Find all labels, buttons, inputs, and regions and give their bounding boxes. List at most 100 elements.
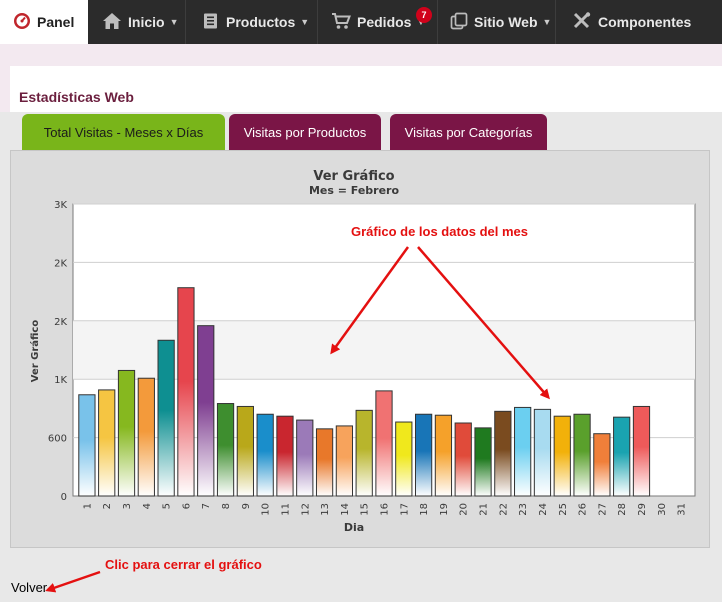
x-tick-label: 21 [479, 503, 490, 516]
dashboard-icon [13, 12, 31, 33]
tab-visitas-productos[interactable]: Visitas por Productos [229, 114, 381, 150]
x-tick-label: 16 [380, 503, 391, 516]
x-tick-label: 20 [459, 503, 470, 516]
nav-pedidos-label: Pedidos [357, 14, 412, 30]
nav-productos[interactable]: Productos ▼ [186, 0, 318, 44]
x-tick-label: 25 [558, 503, 569, 516]
bar-day-10[interactable] [256, 413, 274, 497]
bar-day-3[interactable] [117, 369, 136, 497]
close-annotation: Clic para cerrar el gráfico [105, 557, 262, 572]
bar-day-27[interactable] [593, 433, 611, 497]
copy-icon [450, 12, 468, 33]
y-axis-label: Ver Gráfico [29, 320, 41, 383]
x-tick-label: 31 [677, 503, 688, 516]
x-tick-label: 27 [597, 503, 608, 516]
bar-day-16[interactable] [375, 390, 393, 497]
x-tick-label: 1 [82, 503, 93, 509]
x-tick-label: 24 [538, 503, 549, 516]
bar-day-12[interactable] [296, 419, 314, 497]
chevron-down-icon: ▼ [542, 17, 552, 27]
x-tick-label: 26 [578, 503, 589, 516]
x-tick-label: 29 [637, 503, 648, 516]
nav-panel[interactable]: Panel [0, 0, 88, 44]
chevron-down-icon: ▼ [300, 17, 310, 27]
x-tick-label: 18 [419, 503, 430, 516]
top-navigation: Panel Inicio▼ Productos▼ Pedidos▼ 7 Siti… [0, 0, 722, 44]
bar-day-13[interactable] [315, 428, 334, 497]
x-tick-label: 23 [518, 503, 529, 516]
bar-day-25[interactable] [553, 415, 571, 497]
y-tick-label: 3K [54, 200, 67, 211]
x-tick-label: 10 [261, 503, 272, 516]
bar-day-23[interactable] [514, 406, 532, 497]
bar-day-7[interactable] [197, 325, 215, 497]
x-tick-label: 30 [657, 503, 668, 516]
home-icon [102, 12, 122, 33]
bar-day-4[interactable] [137, 377, 155, 497]
x-tick-label: 6 [181, 503, 192, 509]
volver-link[interactable]: Volver [11, 580, 48, 595]
x-tick-label: 14 [340, 503, 351, 516]
bar-day-29[interactable] [632, 405, 651, 497]
bar-day-20[interactable] [454, 422, 472, 497]
bar-day-18[interactable] [414, 413, 433, 497]
x-tick-label: 12 [300, 503, 311, 516]
book-icon [202, 12, 220, 33]
x-tick-label: 2 [102, 503, 113, 509]
x-tick-label: 4 [142, 503, 153, 509]
bar-day-11[interactable] [276, 415, 294, 497]
bar-day-26[interactable] [573, 413, 591, 497]
bar-day-2[interactable] [98, 389, 116, 497]
bar-day-1[interactable] [78, 394, 96, 497]
orders-count-badge: 7 [416, 7, 432, 23]
bar-day-9[interactable] [236, 405, 254, 497]
nav-sitio-web[interactable]: Sitio Web ▼ [438, 0, 556, 44]
tools-icon [572, 11, 592, 33]
nav-sitio-web-label: Sitio Web [474, 14, 538, 30]
y-tick-label: 0 [61, 492, 67, 503]
nav-productos-label: Productos [226, 14, 296, 30]
tab-visitas-categorias[interactable]: Visitas por Categorías [390, 114, 547, 150]
bar-day-5[interactable] [157, 339, 175, 497]
tab-total-visitas[interactable]: Total Visitas - Meses x Días [22, 114, 225, 150]
bar-day-19[interactable] [434, 414, 453, 497]
bar-day-15[interactable] [355, 409, 373, 497]
x-tick-label: 19 [439, 503, 450, 516]
nav-pedidos[interactable]: Pedidos▼ 7 [318, 0, 438, 44]
nav-componentes[interactable]: Componentes [556, 0, 722, 44]
nav-componentes-label: Componentes [598, 14, 692, 30]
x-tick-label: 3 [122, 503, 133, 509]
chart-annotation: Gráfico de los datos del mes [351, 224, 528, 239]
header-band [10, 66, 722, 112]
chevron-down-icon: ▼ [169, 17, 179, 27]
chart-svg: Ver Gráfico Mes = Febrero Dia Ver Gráfic… [29, 169, 696, 534]
y-tick-label: 2K [54, 317, 67, 328]
bar-day-24[interactable] [533, 408, 552, 497]
y-tick-label: 2K [54, 258, 67, 269]
bar-day-28[interactable] [613, 416, 631, 497]
cart-icon [331, 12, 351, 33]
x-tick-label: 9 [241, 503, 252, 509]
bar-day-21[interactable] [474, 427, 492, 497]
x-tick-label: 13 [320, 503, 331, 516]
x-axis-label: Dia [344, 521, 364, 534]
x-tick-label: 7 [201, 503, 212, 509]
bar-day-22[interactable] [494, 410, 512, 497]
y-tick-label: 1K [54, 375, 67, 386]
nav-inicio-label: Inicio [128, 14, 165, 30]
y-tick-label: 600 [48, 434, 67, 445]
bar-day-14[interactable] [335, 425, 354, 497]
page-title: Estadísticas Web [19, 89, 134, 105]
x-tick-label: 11 [280, 503, 291, 516]
x-tick-label: 5 [162, 503, 173, 509]
bar-day-17[interactable] [395, 421, 413, 497]
bar-day-6[interactable] [177, 287, 195, 497]
chart-subtitle: Mes = Febrero [309, 184, 400, 197]
x-tick-label: 8 [221, 503, 232, 509]
bar-day-8[interactable] [216, 403, 235, 497]
x-tick-label: 15 [360, 503, 371, 516]
chart-title: Ver Gráfico [313, 169, 394, 184]
nav-inicio[interactable]: Inicio ▼ [88, 0, 186, 44]
x-tick-label: 22 [498, 503, 509, 516]
chart-panel: Ver Gráfico Mes = Febrero Dia Ver Gráfic… [10, 150, 710, 548]
